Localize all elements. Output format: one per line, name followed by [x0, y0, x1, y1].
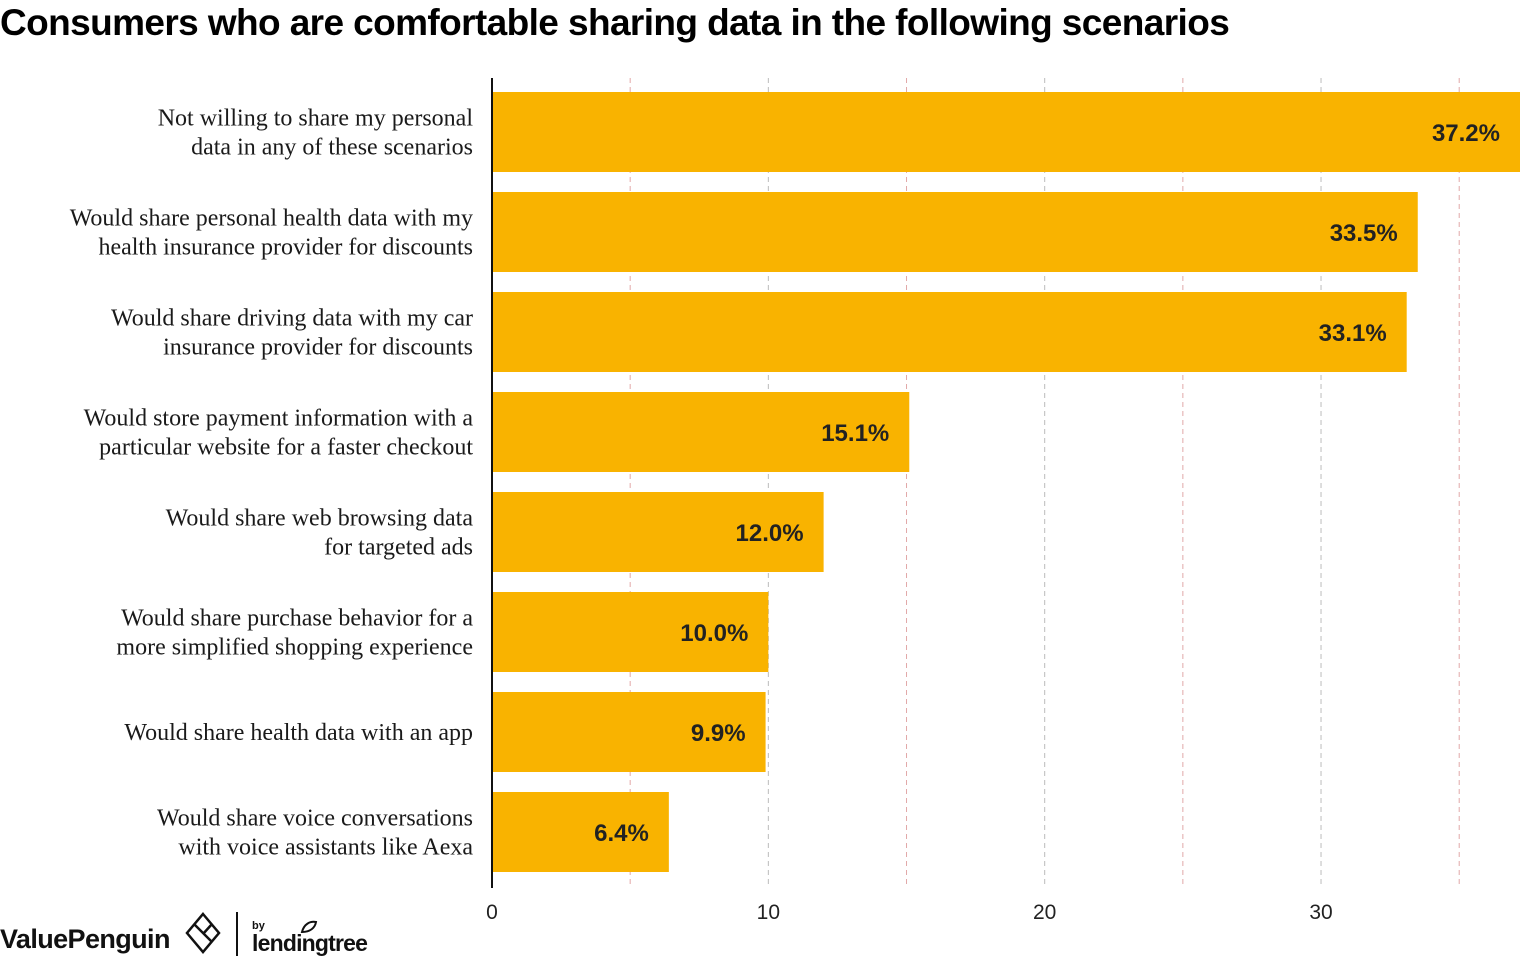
category-label-line: more simplified shopping experience	[116, 635, 473, 661]
category-label-line: Not willing to share my personal	[158, 106, 474, 132]
category-label: Would share driving data with my car insu…	[111, 306, 473, 361]
category-label-line: Would share voice conversations	[157, 806, 473, 832]
value-label: 10.0%	[680, 620, 748, 647]
value-label: 15.1%	[821, 420, 889, 447]
value-label: 6.4%	[594, 820, 649, 847]
category-label: Would share voice conversations with voic…	[157, 806, 473, 861]
branding-footer: ValuePenguin by lendingtree	[0, 908, 420, 960]
category-label: Would store payment information with a pa…	[84, 406, 474, 461]
x-tick-label: 30	[1309, 901, 1332, 924]
bar	[492, 492, 824, 572]
category-label-line: Would share purchase behavior for a	[121, 606, 473, 632]
value-label: 33.5%	[1330, 220, 1398, 247]
bar	[492, 692, 766, 772]
category-label-line: particular website for a faster checkout	[99, 435, 473, 461]
chart-title: Consumers who are comfortable sharing da…	[0, 2, 1230, 43]
x-tick-label: 20	[1033, 901, 1056, 924]
value-label: 12.0%	[736, 520, 804, 547]
category-label: Would share purchase behavior for a more …	[116, 606, 473, 661]
category-label-line: for targeted ads	[324, 535, 473, 561]
lendingtree-leaf-icon	[300, 920, 318, 934]
bar	[492, 392, 910, 472]
value-label: 9.9%	[691, 720, 746, 747]
valuepenguin-logo-icon	[185, 912, 221, 954]
category-labels: Not willing to share my personal data in …	[70, 106, 474, 861]
category-label: Would share health data with an app	[124, 720, 473, 746]
category-label: Would share personal health data with my…	[70, 206, 473, 261]
x-tick-label: 10	[757, 901, 780, 924]
category-label: Would share web browsing data for targete…	[166, 506, 474, 561]
bar	[492, 192, 1418, 272]
category-label-line: with voice assistants like Aexa	[178, 835, 473, 861]
lendingtree-logo-text: lendingtree	[252, 930, 368, 956]
bar	[492, 92, 1520, 172]
axes: 0 10 20 30	[486, 78, 1333, 924]
bar	[492, 792, 669, 872]
by-text: by	[252, 920, 265, 932]
value-labels: 37.2% 33.5% 33.1% 15.1% 12.0% 10.0% 9.9% 6.4%	[594, 120, 1500, 847]
category-label-line: Would share web browsing data	[166, 506, 474, 532]
bar	[492, 592, 769, 672]
value-label: 33.1%	[1319, 320, 1387, 347]
category-label-line: insurance provider for discounts	[163, 335, 473, 361]
category-label: Not willing to share my personal data in …	[158, 106, 474, 161]
category-label-line: data in any of these scenarios	[191, 135, 473, 161]
bar-chart: Not willing to share my personal data in …	[70, 78, 1520, 924]
value-label: 37.2%	[1432, 120, 1500, 147]
bar	[492, 292, 1407, 372]
x-tick-label: 0	[486, 901, 498, 924]
brand-divider	[236, 912, 238, 956]
category-label-line: health insurance provider for discounts	[98, 235, 473, 261]
category-label-line: Would share health data with an app	[124, 720, 473, 746]
valuepenguin-logo-text: ValuePenguin	[0, 924, 170, 954]
category-label-line: Would store payment information with a	[84, 406, 474, 432]
bars	[492, 92, 1520, 872]
category-label-line: Would share driving data with my car	[111, 306, 473, 332]
category-label-line: Would share personal health data with my	[70, 206, 473, 232]
